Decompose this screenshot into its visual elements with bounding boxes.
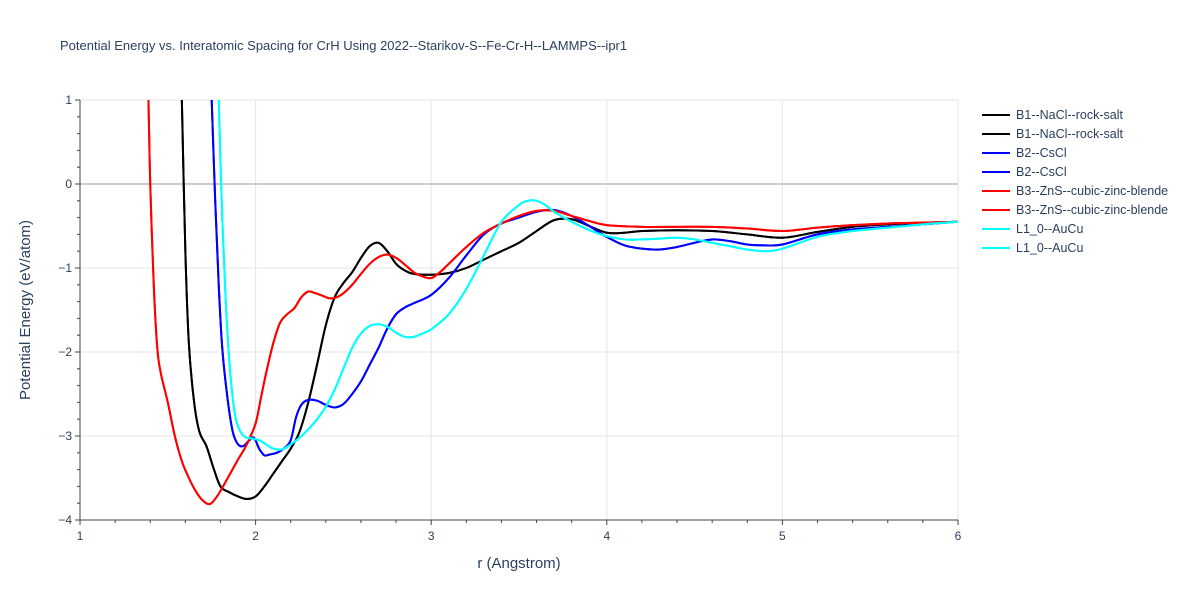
legend-label: B3--ZnS--cubic-zinc-blende	[1016, 203, 1168, 217]
y-tick-label: −2	[58, 345, 72, 359]
series-line-6	[217, 100, 958, 451]
legend-item[interactable]: B2--CsCl	[982, 146, 1067, 160]
legend-item[interactable]: L1_0--AuCu	[982, 241, 1083, 255]
y-tick-label: −1	[58, 261, 72, 275]
x-tick-label: 5	[779, 529, 786, 543]
y-tick-label: 1	[65, 93, 72, 107]
legend-label: B2--CsCl	[1016, 165, 1067, 179]
x-tick-label: 2	[252, 529, 259, 543]
series-line-5	[147, 100, 958, 506]
y-tick-label: −4	[58, 513, 72, 527]
x-tick-labels: 1 2 3 4 5 6	[77, 529, 962, 543]
legend-item[interactable]: B1--NaCl--rock-salt	[982, 108, 1123, 122]
series-line-2	[210, 100, 958, 457]
legend-item[interactable]: B1--NaCl--rock-salt	[982, 127, 1123, 141]
x-axis-title: r (Angstrom)	[477, 555, 560, 572]
grid	[79, 99, 959, 521]
series-line-7	[217, 100, 958, 451]
legend-label: B1--NaCl--rock-salt	[1016, 127, 1123, 141]
x-tick-label: 1	[77, 529, 84, 543]
legend-item[interactable]: L1_0--AuCu	[982, 222, 1083, 236]
y-tick-label: −3	[58, 429, 72, 443]
legend[interactable]: B1--NaCl--rock-salt B1--NaCl--rock-salt B2…	[982, 108, 1168, 255]
x-tick-label: 3	[428, 529, 435, 543]
legend-label: L1_0--AuCu	[1016, 222, 1083, 236]
series-line-3	[210, 100, 958, 457]
legend-label: B1--NaCl--rock-salt	[1016, 108, 1123, 122]
chart-title: Potential Energy vs. Interatomic Spacing…	[60, 38, 627, 53]
x-tick-label: 6	[955, 529, 962, 543]
legend-label: B2--CsCl	[1016, 146, 1067, 160]
y-tick-labels: −4 −3 −2 −1 0 1	[58, 93, 72, 527]
series-line-1	[180, 100, 958, 500]
legend-item[interactable]: B3--ZnS--cubic-zinc-blende	[982, 184, 1168, 198]
legend-item[interactable]: B2--CsCl	[982, 165, 1067, 179]
y-axis-title: Potential Energy (eV/atom)	[17, 220, 34, 400]
x-tick-label: 4	[603, 529, 610, 543]
legend-label: B3--ZnS--cubic-zinc-blende	[1016, 184, 1168, 198]
y-tick-label: 0	[65, 177, 72, 191]
legend-item[interactable]: B3--ZnS--cubic-zinc-blende	[982, 203, 1168, 217]
series-line-4	[147, 100, 958, 506]
legend-label: L1_0--AuCu	[1016, 241, 1083, 255]
series-layer	[147, 100, 958, 506]
axes	[75, 99, 959, 525]
